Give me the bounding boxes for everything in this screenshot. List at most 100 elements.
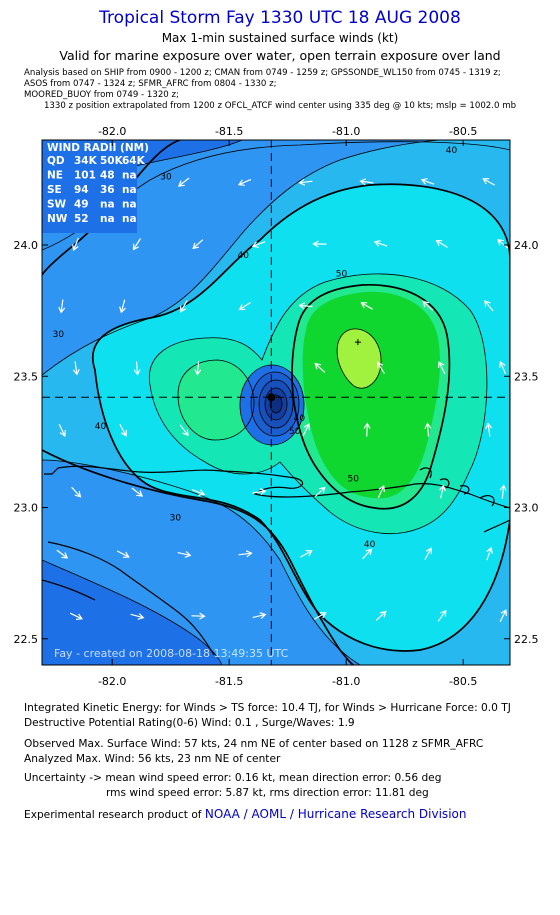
wind-radii-cell: QD bbox=[47, 155, 65, 167]
wind-arrow bbox=[438, 484, 446, 499]
wind-arrow bbox=[298, 302, 313, 310]
observed-max-wind: Observed Max. Surface Wind: 57 kts, 24 n… bbox=[24, 738, 484, 750]
wind-radii-cell: na bbox=[122, 170, 137, 182]
wind-arrow bbox=[373, 240, 388, 247]
wind-radii-cell: 64K bbox=[122, 155, 146, 167]
wind-arrow bbox=[486, 546, 493, 561]
wind-arrow bbox=[132, 238, 142, 251]
wind-arrow bbox=[179, 424, 189, 437]
wind-arrow bbox=[194, 361, 202, 376]
destructive-potential: Destructive Potential Rating(0-6) Wind: … bbox=[24, 717, 355, 729]
wind-arrow bbox=[251, 241, 266, 248]
wind-arrow bbox=[363, 422, 371, 437]
wind-radii-table: WIND RADII (NM) QD 34K 50K 64K NE 101 48 na SE 94… bbox=[47, 142, 149, 225]
max-wind-plus bbox=[354, 339, 361, 346]
valid-for-note: Valid for marine exposure over water, op… bbox=[59, 48, 501, 63]
position-note: 1330 z position extrapolated from 1200 z… bbox=[43, 101, 517, 111]
wind-arrow bbox=[298, 178, 313, 186]
wind-arrow bbox=[376, 361, 385, 374]
analysis-line-2: ASOS from 0747 - 1324 z; SFMR_AFRC from … bbox=[24, 79, 277, 89]
product-credit: Experimental research product of NOAA / … bbox=[24, 807, 466, 821]
wind-arrow bbox=[438, 361, 446, 375]
wind-arrow bbox=[133, 361, 141, 376]
contour-label: 50 bbox=[289, 427, 301, 437]
wind-radii-cell: SW bbox=[47, 199, 67, 211]
wind-arrow bbox=[314, 362, 326, 373]
wind-arrow bbox=[71, 486, 82, 498]
axis-tick-labels: -82.0 -82.0 -81.5 -81.5 -81.0 -81.0 -80.5 -80.5… bbox=[14, 125, 539, 688]
wind-arrow bbox=[424, 547, 432, 560]
contour-labels: 30 30 30 40 40 40 40 40 50 50 50 bbox=[53, 146, 458, 550]
wind-arrow bbox=[437, 609, 447, 622]
wind-field-shading: WIND RADII (NM) QD 34K 50K 64K NE 101 48 na SE 94… bbox=[42, 140, 510, 665]
y-tick-label-left: 23.0 bbox=[14, 502, 39, 515]
wind-radii-cell: 52 bbox=[74, 213, 89, 225]
wind-radii-cell: 34K bbox=[74, 155, 98, 167]
wind-arrow bbox=[119, 424, 127, 437]
wind-arrow bbox=[130, 613, 145, 620]
wind-radii-cell: 49 bbox=[74, 199, 89, 211]
wind-arrow bbox=[131, 487, 144, 497]
x-tick-label-bottom: -80.5 bbox=[449, 675, 477, 688]
chart-subtitle: Max 1-min sustained surface winds (kt) bbox=[161, 31, 399, 45]
contour-label: 40 bbox=[238, 251, 250, 261]
wind-arrow bbox=[177, 177, 190, 187]
x-tick-label-top: -82.0 bbox=[98, 125, 126, 138]
wind-arrow bbox=[72, 237, 79, 252]
wind-arrow bbox=[119, 299, 126, 314]
wind-arrow bbox=[177, 550, 192, 558]
x-tick-label-bottom: -81.0 bbox=[332, 675, 360, 688]
wind-arrow bbox=[180, 300, 188, 313]
wind-radii-cell: na bbox=[122, 199, 137, 211]
center-crosshair bbox=[42, 140, 510, 665]
wind-arrow bbox=[69, 612, 83, 620]
storm-center-marker bbox=[267, 393, 276, 402]
contour-label: 50 bbox=[347, 474, 359, 484]
wind-radii-cell: na bbox=[122, 213, 137, 225]
wind-zone-60kt bbox=[337, 328, 382, 389]
creation-watermark: Fay - created on 2008-08-18 13:49:35 UTC bbox=[54, 647, 289, 660]
y-tick-label-right: 23.0 bbox=[514, 502, 539, 515]
wind-radii-cell: 36 bbox=[100, 184, 115, 196]
wind-arrow bbox=[312, 240, 327, 248]
wind-arrow bbox=[56, 549, 69, 559]
contour-label: 40 bbox=[364, 540, 376, 550]
uncertainty-rms: rms wind speed error: 5.87 kt, rms direc… bbox=[106, 787, 429, 799]
wind-arrow bbox=[484, 300, 494, 312]
wind-field-map: WIND RADII (NM) QD 34K 50K 64K NE 101 48 na SE 94… bbox=[14, 125, 539, 688]
analysis-line-1: Analysis based on SHIP from 0900 - 1200 … bbox=[24, 68, 501, 78]
wind-arrow bbox=[238, 301, 251, 311]
wind-arrow bbox=[252, 612, 267, 620]
wind-arrow bbox=[116, 550, 130, 558]
wind-vectors bbox=[56, 177, 509, 623]
x-tick-label-top: -81.5 bbox=[215, 125, 243, 138]
chart-title: Tropical Storm Fay 1330 UTC 18 AUG 2008 bbox=[99, 8, 461, 28]
contour-label: 40 bbox=[294, 414, 306, 424]
ike-summary: Integrated Kinetic Energy: for Winds > T… bbox=[24, 702, 511, 714]
y-tick-label-left: 24.0 bbox=[14, 239, 39, 252]
wind-arrow bbox=[499, 484, 507, 499]
y-tick-label-left: 22.5 bbox=[14, 633, 39, 646]
wind-radii-cell: na bbox=[100, 199, 115, 211]
contour-label: 40 bbox=[446, 146, 458, 156]
wind-arrow bbox=[420, 178, 435, 185]
wind-radii-cell: 101 bbox=[74, 170, 96, 182]
wind-arrow bbox=[482, 178, 495, 186]
wind-radii-cell: NW bbox=[47, 213, 68, 225]
x-tick-label-bottom: -81.5 bbox=[215, 675, 243, 688]
uncertainty-mean: Uncertainty -> mean wind speed error: 0.… bbox=[24, 772, 442, 784]
y-tick-label-right: 23.5 bbox=[514, 370, 539, 383]
analyzed-max-wind: Analyzed Max. Wind: 56 kts, 23 nm NE of … bbox=[24, 753, 281, 765]
wind-radii-cell: NE bbox=[47, 170, 63, 182]
wind-arrow bbox=[422, 300, 434, 311]
coastline bbox=[42, 465, 510, 656]
wind-arrow bbox=[72, 361, 80, 376]
y-tick-label-left: 23.5 bbox=[14, 370, 39, 383]
wind-arrow bbox=[237, 178, 252, 186]
noaa-aoml-link[interactable]: NOAA / AOML / Hurricane Research Divisio… bbox=[204, 807, 467, 821]
product-credit-prefix: Experimental research product of bbox=[24, 809, 205, 821]
contour-label: 30 bbox=[53, 330, 65, 340]
x-tick-label-top: -80.5 bbox=[449, 125, 477, 138]
wind-arrow bbox=[192, 239, 204, 250]
